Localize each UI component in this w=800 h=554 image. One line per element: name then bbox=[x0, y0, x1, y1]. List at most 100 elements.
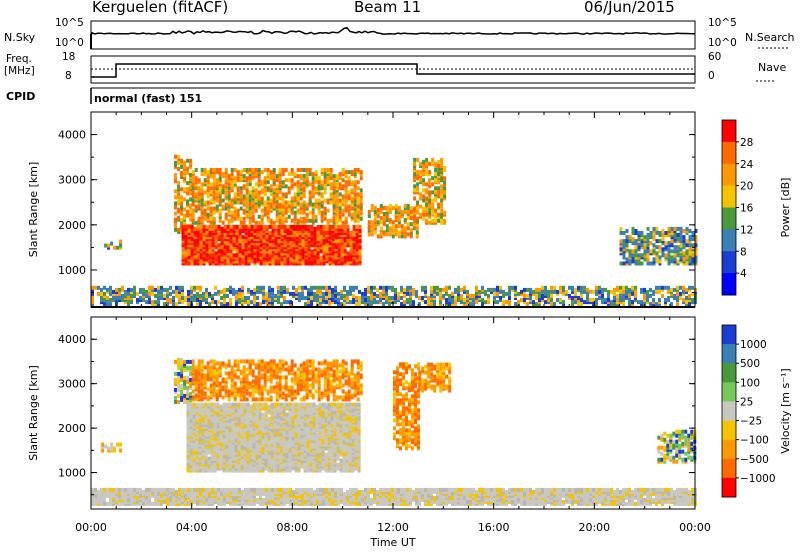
velocity-panel-region bbox=[393, 362, 420, 451]
colorbar-tick-label: 28 bbox=[740, 137, 753, 149]
nsky-trace bbox=[90, 26, 696, 37]
colorbar-tick-label: 100 bbox=[740, 377, 760, 389]
y-tick-label: 1000 bbox=[58, 264, 86, 277]
freq-tick-bottom: 8 bbox=[65, 70, 72, 82]
power-panel-region bbox=[91, 285, 697, 307]
power-panel-region bbox=[104, 239, 123, 250]
nsky-tick-bottom: 10^0 bbox=[55, 37, 84, 49]
colorbar-swatch bbox=[722, 439, 736, 460]
colorbar-swatch bbox=[722, 363, 736, 383]
y-tick-label: 3000 bbox=[58, 378, 86, 391]
colorbar-swatch bbox=[722, 120, 736, 143]
x-tick-label: 00:00 bbox=[75, 521, 107, 534]
colorbar-label: Power [dB] bbox=[779, 178, 792, 238]
power-panel-region bbox=[367, 203, 419, 239]
x-tick-label: 08:00 bbox=[276, 521, 308, 534]
colorbar-swatch bbox=[722, 251, 736, 274]
colorbar-tick-label: 16 bbox=[740, 203, 754, 215]
colorbar-swatch bbox=[722, 344, 736, 364]
x-tick-label: 00:00 bbox=[679, 521, 711, 534]
power-panel-region bbox=[619, 226, 698, 266]
nsearch-tick-bottom: 10^0 bbox=[708, 37, 737, 49]
colorbar-tick-label: −500 bbox=[740, 454, 769, 466]
power-panel: 4000 3000 2000 1000 Slant Range [km] 28 24 20 16… bbox=[27, 111, 792, 308]
freq-trace bbox=[91, 63, 695, 78]
y-axis-label: Slant Range [km] bbox=[27, 162, 40, 258]
nsky-label: N.Sky bbox=[4, 31, 36, 44]
colorbar-tick-label: 24 bbox=[740, 159, 754, 171]
cpid-label: CPID bbox=[6, 90, 36, 103]
y-axis-label: Slant Range [km] bbox=[27, 365, 40, 461]
colorbar-tick-label: 25 bbox=[740, 396, 753, 408]
colorbar-swatch bbox=[722, 229, 736, 252]
colorbar-tick-label: 8 bbox=[740, 246, 747, 258]
velocity-panel-region bbox=[418, 362, 452, 393]
velocity-panel-region bbox=[101, 442, 123, 453]
colorbar-swatch bbox=[722, 382, 736, 402]
colorbar-tick-label: 500 bbox=[740, 358, 760, 370]
velocity-panel-region bbox=[186, 402, 361, 473]
date-label: 06/Jun/2015 bbox=[584, 0, 675, 16]
x-tick-label: 16:00 bbox=[478, 521, 510, 534]
nave-legend-dots bbox=[756, 80, 776, 82]
x-tick-label: 20:00 bbox=[578, 521, 610, 534]
nsky-tick-top: 10^5 bbox=[55, 17, 84, 29]
colorbar-swatch bbox=[722, 273, 736, 296]
colorbar-swatch bbox=[722, 420, 736, 441]
colorbar-swatch bbox=[722, 207, 736, 230]
colorbar-label: Velocity [m s⁻¹] bbox=[779, 368, 792, 453]
nave-tick-bottom: 0 bbox=[708, 70, 715, 82]
beam-label: Beam 11 bbox=[354, 0, 422, 16]
colorbar-tick-label: −100 bbox=[740, 435, 769, 447]
nsky-panel bbox=[90, 20, 696, 50]
y-tick-label: 4000 bbox=[58, 333, 86, 346]
x-tick-label: 04:00 bbox=[176, 521, 208, 534]
status-panels bbox=[90, 20, 696, 104]
colorbar-tick-label: −1000 bbox=[740, 473, 776, 485]
colorbar-tick-label: 12 bbox=[740, 224, 753, 236]
power-panel-region bbox=[413, 157, 447, 225]
freq-tick-top: 18 bbox=[62, 51, 76, 63]
y-tick-label: 3000 bbox=[58, 174, 86, 187]
velocity-panel-region bbox=[91, 487, 697, 506]
velocity-panel-region bbox=[174, 357, 193, 406]
colorbar-swatch bbox=[722, 185, 736, 208]
station-title: Kerguelen (fitACF) bbox=[92, 0, 229, 16]
y-tick-label: 2000 bbox=[58, 422, 86, 435]
colorbar-tick-label: 20 bbox=[740, 181, 753, 193]
x-axis-label: Time UT bbox=[369, 536, 415, 549]
power-panel-region bbox=[174, 154, 193, 234]
x-tick-label: 12:00 bbox=[377, 521, 409, 534]
nsearch-tick-top: 10^5 bbox=[708, 17, 737, 29]
power-panel-colorbar: 28 24 20 16 12 8 4 Power [dB] bbox=[721, 119, 792, 296]
velocity-panel-colorbar: 1000 500 100 25 −25 −100 −500 −1000 Velocity [m … bbox=[721, 324, 792, 498]
colorbar-swatch bbox=[722, 458, 736, 479]
nave-label: Nave bbox=[758, 61, 787, 74]
colorbar-swatch bbox=[722, 325, 736, 345]
power-panel-region bbox=[181, 224, 362, 266]
velocity-panel-region bbox=[191, 359, 363, 402]
colorbar-tick-label: −25 bbox=[740, 416, 762, 428]
colorbar-swatch bbox=[722, 163, 736, 187]
velocity-panel-cells bbox=[91, 357, 697, 506]
power-panel-region bbox=[191, 168, 363, 225]
colorbar-swatch bbox=[722, 477, 736, 498]
y-tick-label: 1000 bbox=[58, 467, 86, 480]
y-tick-label: 2000 bbox=[58, 219, 86, 232]
freq-label-line1: Freq. bbox=[6, 53, 32, 65]
cpid-value: normal (fast) 151 bbox=[94, 92, 203, 105]
colorbar-swatch bbox=[722, 141, 736, 165]
power-panel-cells bbox=[91, 154, 698, 307]
colorbar-swatch bbox=[722, 401, 736, 421]
velocity-panel-region bbox=[657, 429, 697, 464]
y-tick-label: 4000 bbox=[58, 129, 86, 142]
nsearch-legend-dots bbox=[758, 47, 788, 49]
freq-panel bbox=[90, 55, 696, 84]
colorbar-tick-label: 1000 bbox=[740, 339, 767, 351]
freq-label-line2: [MHz] bbox=[4, 65, 35, 77]
colorbar-tick-label: 4 bbox=[740, 268, 747, 280]
nave-tick-top: 60 bbox=[708, 51, 722, 63]
nsearch-label: N.Search bbox=[745, 31, 795, 44]
